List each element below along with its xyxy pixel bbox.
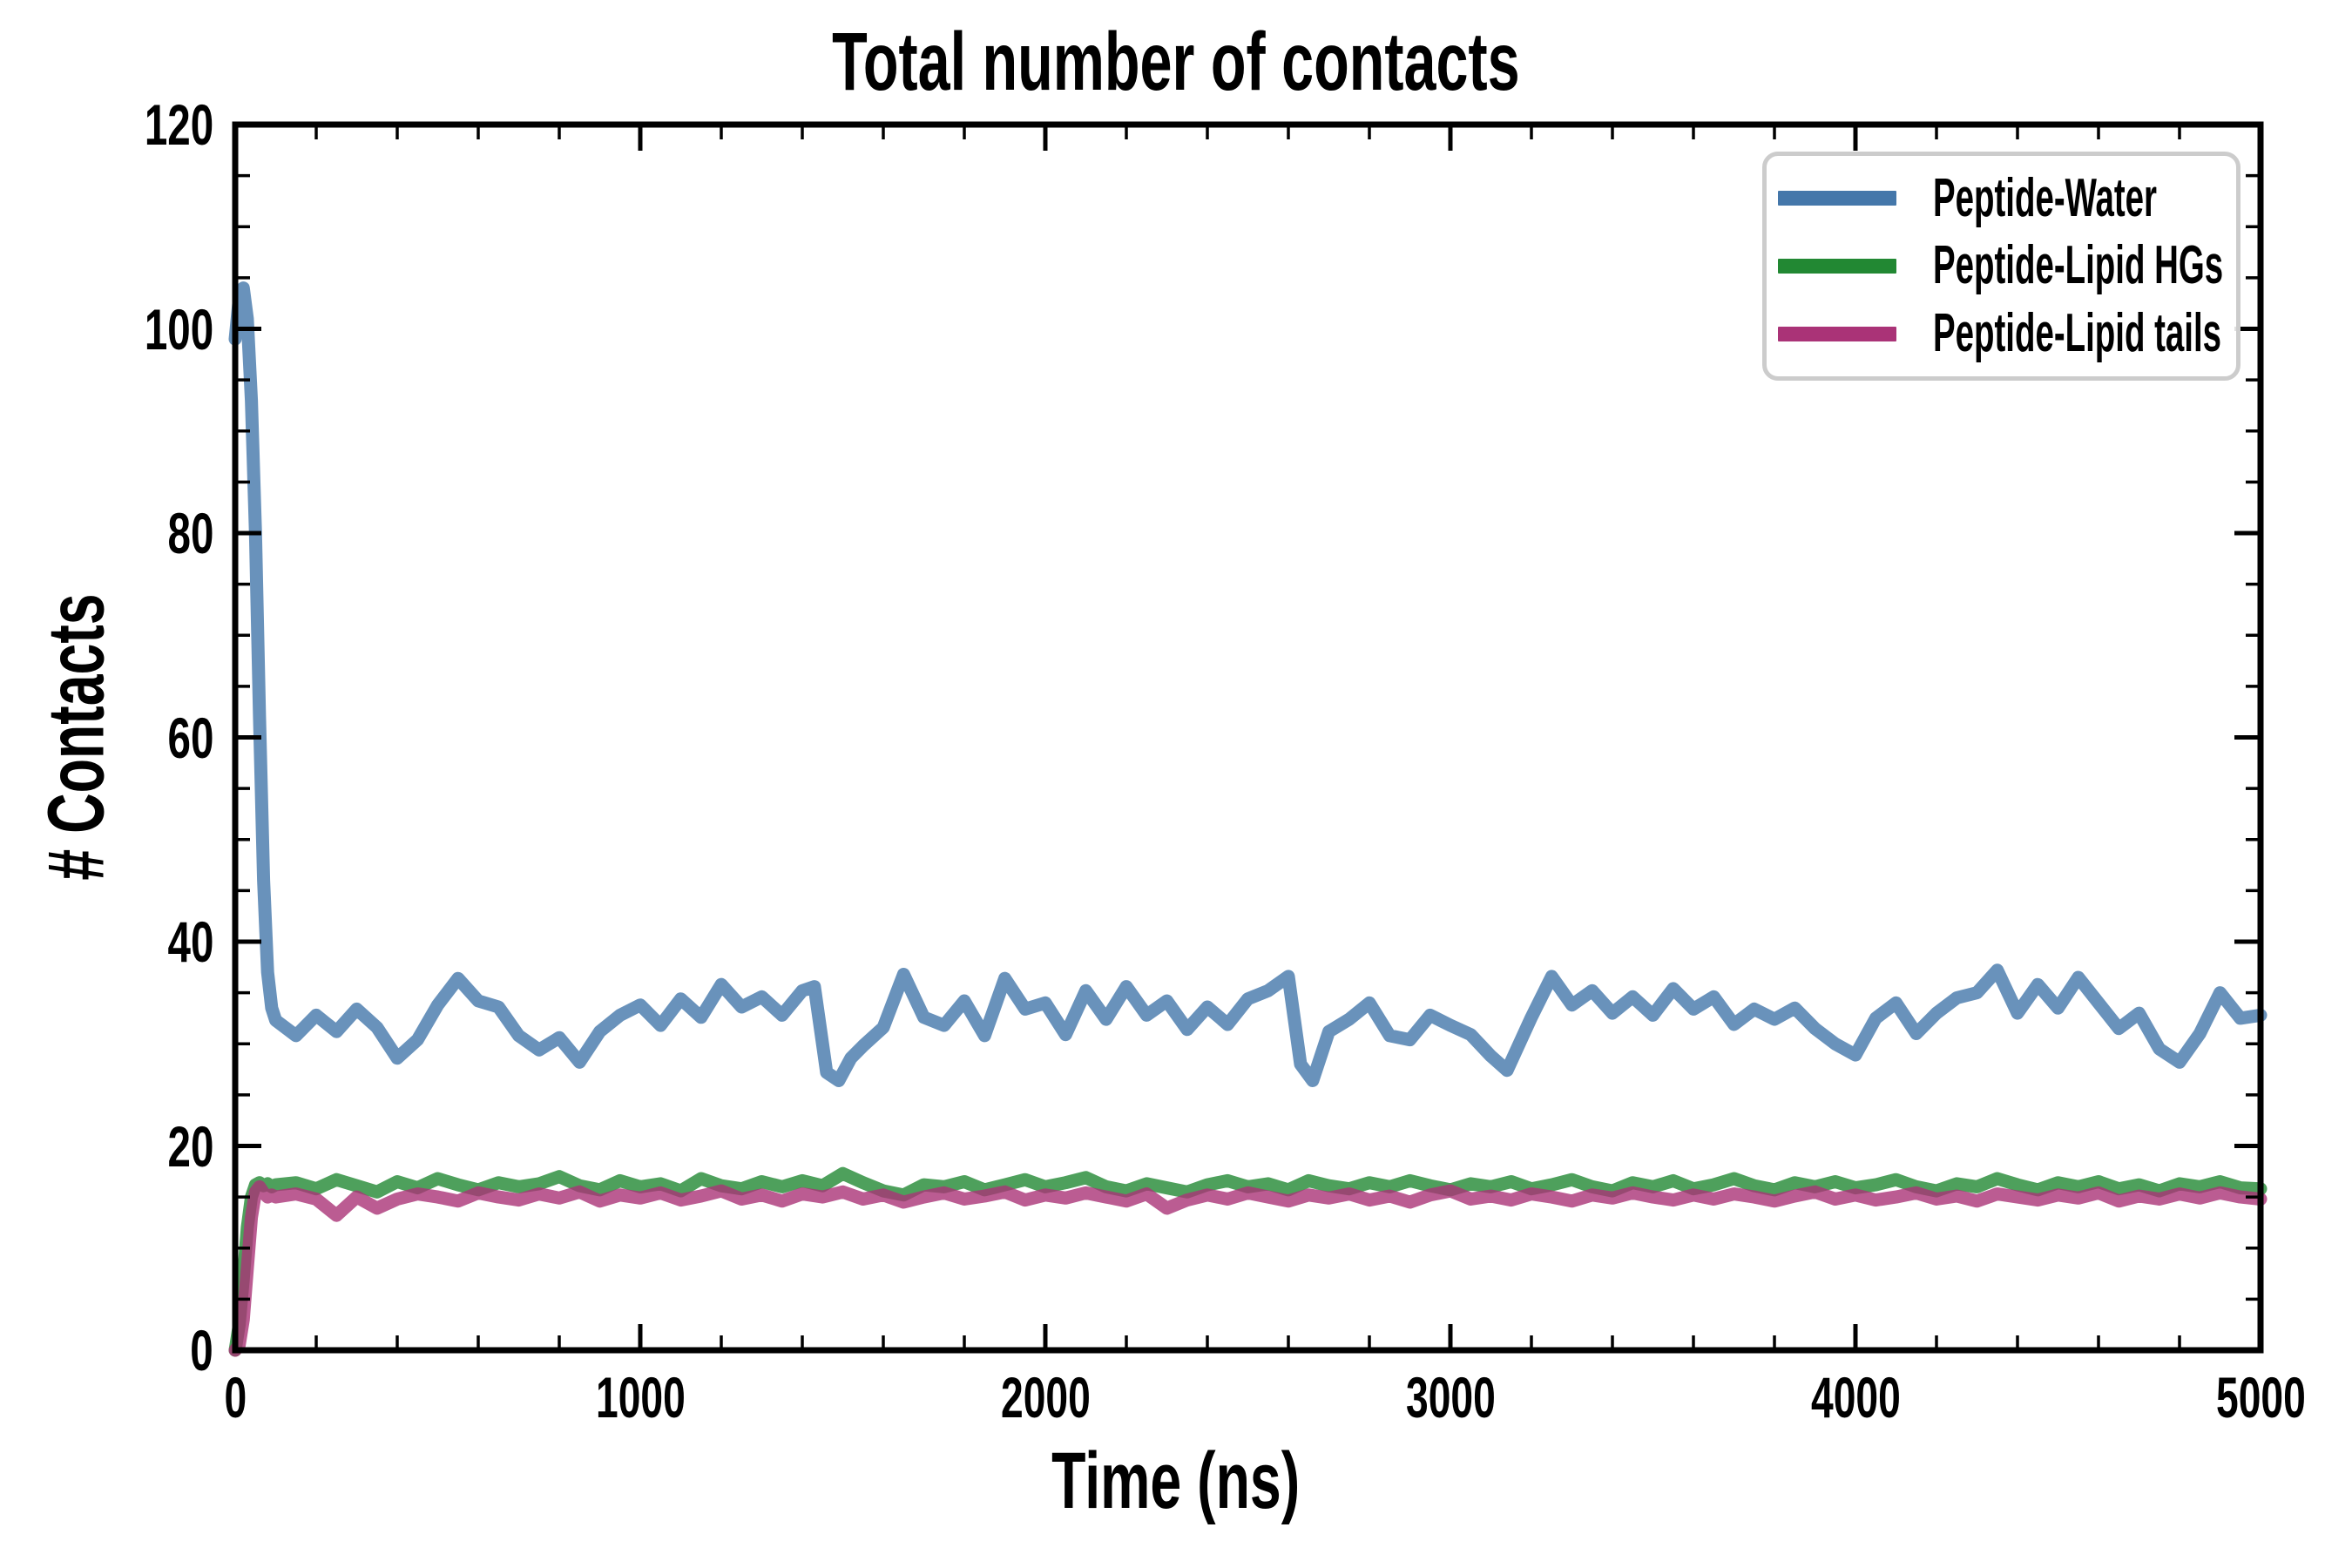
- y-axis-tick-label: 0: [13, 1321, 213, 1379]
- x-axis-tick-label-text: 2000: [1000, 1365, 1091, 1429]
- legend-label-text: Peptide-Lipid tails: [1933, 303, 2222, 364]
- legend-label: Peptide-Water: [1933, 167, 2295, 228]
- x-axis-tick-label-text: 3000: [1405, 1365, 1496, 1429]
- x-axis-tick-label: 2000: [889, 1364, 1202, 1430]
- y-axis-tick-label: 20: [13, 1118, 213, 1175]
- y-axis-tick-label-text: 100: [144, 296, 213, 362]
- x-axis-tick-label-text: 1000: [595, 1365, 686, 1429]
- y-axis-tick-label: 80: [13, 504, 213, 562]
- y-axis-tick-label-text: 120: [144, 92, 213, 157]
- x-axis-label: Time (ns): [0, 1436, 2352, 1527]
- x-axis-tick-label: 0: [78, 1364, 392, 1430]
- x-axis-tick-label: 1000: [483, 1364, 797, 1430]
- legend-swatch: [1778, 258, 1896, 274]
- legend-swatch: [1778, 326, 1896, 341]
- x-axis-tick-label-text: 0: [224, 1365, 247, 1429]
- y-axis-tick-label: 120: [13, 96, 213, 153]
- legend-label-text: Peptide-Lipid HGs: [1933, 235, 2224, 296]
- x-axis-tick-label-text: 4000: [1810, 1365, 1901, 1429]
- y-axis-tick-label: 100: [13, 301, 213, 358]
- series-line-peptide-lipid-tails: [228, 1179, 2268, 1357]
- y-axis-tick-label-text: 60: [167, 705, 213, 770]
- legend-swatch: [1778, 191, 1896, 206]
- y-axis-tick-label: 40: [13, 913, 213, 970]
- legend: Peptide-Water Peptide-Lipid HGs Peptide-Li…: [1762, 152, 2240, 381]
- x-axis-label-text: Time (ns): [1051, 1436, 1301, 1525]
- y-axis-tick-label-text: 80: [167, 501, 213, 565]
- x-axis-tick-label: 4000: [1699, 1364, 2012, 1430]
- y-axis-tick-label-text: 40: [167, 909, 213, 974]
- legend-label: Peptide-Lipid HGs: [1933, 239, 2352, 293]
- legend-label: Peptide-Lipid tails: [1933, 307, 2352, 361]
- legend-label-text: Peptide-Water: [1933, 167, 2158, 228]
- y-axis-tick-label-text: 0: [190, 1318, 213, 1382]
- y-axis-tick-label-text: 20: [167, 1113, 213, 1179]
- series-line-peptide-lipid-hgs: [228, 1166, 2268, 1357]
- x-axis-tick-label: 5000: [2104, 1364, 2352, 1430]
- chart-title-text: Total number of contacts: [832, 16, 1520, 108]
- legend-item-peptide-water: Peptide-Water: [1778, 171, 2236, 226]
- x-axis-tick-label: 3000: [1294, 1364, 1607, 1430]
- x-axis-tick-label-text: 5000: [2215, 1365, 2306, 1429]
- legend-item-peptide-lipid-tails: Peptide-Lipid tails: [1778, 307, 2236, 361]
- series-line-peptide-water: [228, 281, 2268, 1087]
- chart-title: Total number of contacts: [0, 16, 2352, 108]
- y-axis-tick-label: 60: [13, 709, 213, 767]
- legend-item-peptide-lipid-hgs: Peptide-Lipid HGs: [1778, 239, 2236, 293]
